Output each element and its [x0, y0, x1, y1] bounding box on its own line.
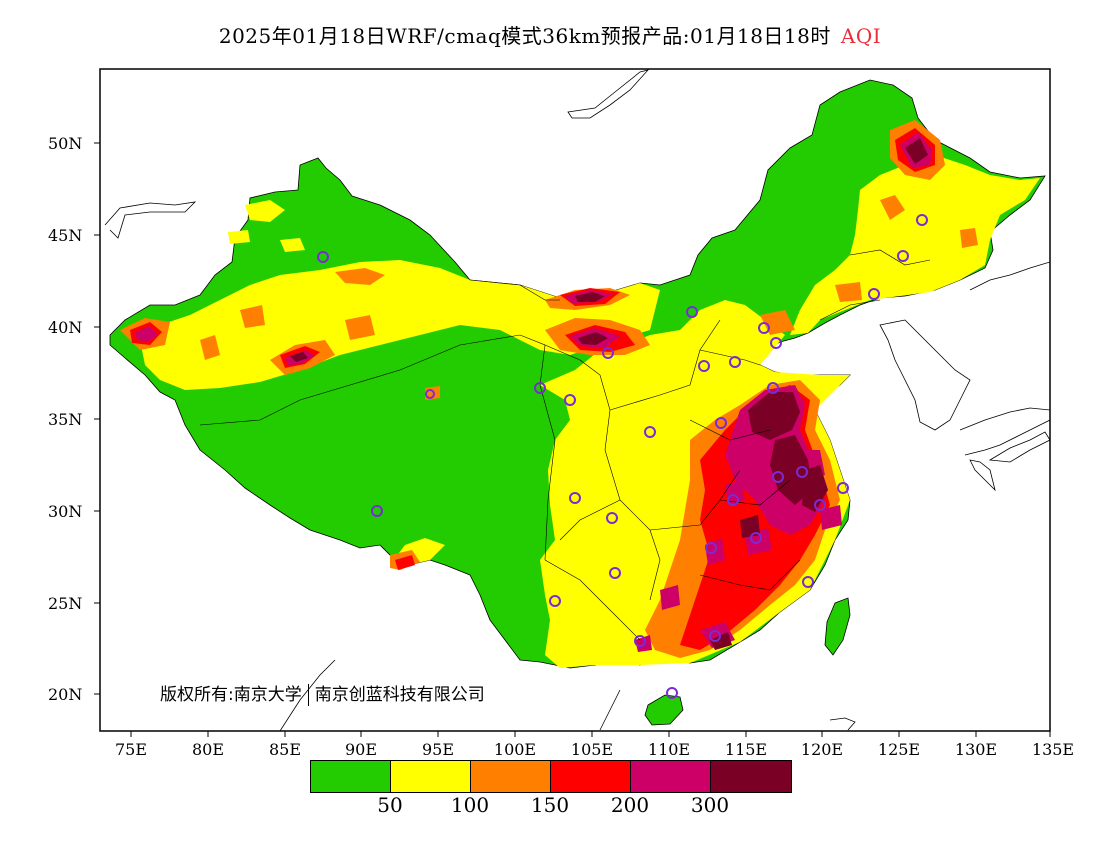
lat-label-25n: 25N — [48, 594, 83, 613]
legend-swatch-hazardous — [711, 761, 791, 792]
legend-label-100: 100 — [450, 793, 490, 817]
lon-label-115e: 115E — [724, 740, 768, 759]
lon-label-90e: 90E — [344, 740, 378, 759]
lon-label-135e: 135E — [1031, 740, 1075, 759]
plot-frame — [99, 68, 1051, 732]
legend-label-300: 300 — [690, 793, 730, 817]
station-markers — [317, 214, 928, 699]
map-title-variable: AQI — [840, 24, 882, 48]
legend-label-150: 150 — [530, 793, 570, 817]
province-boundaries — [199, 249, 931, 641]
lon-label-95e: 95E — [421, 740, 455, 759]
legend-swatch-moderate — [391, 761, 471, 792]
aqi-legend-bar — [310, 760, 792, 793]
lon-label-75e: 75E — [114, 740, 148, 759]
lon-label-100e: 100E — [493, 740, 537, 759]
copyright-separator — [307, 684, 309, 706]
lat-label-35n: 35N — [48, 410, 83, 429]
legend-swatch-very-unhealthy — [631, 761, 711, 792]
lat-label-40n: 40N — [48, 318, 83, 337]
copyright-left: 版权所有:南京大学 — [160, 685, 302, 705]
neighbor-coastlines — [104, 69, 1050, 731]
map-title-main: 2025年01月18日WRF/cmaq模式36km预报产品:01月18日18时 — [218, 24, 831, 48]
legend-label-50: 50 — [377, 793, 403, 817]
lon-label-110e: 110E — [647, 740, 691, 759]
lon-label-105e: 105E — [570, 740, 614, 759]
lat-label-30n: 30N — [48, 502, 83, 521]
legend-swatch-unhealthy-sensitive — [471, 761, 551, 792]
lat-label-20n: 20N — [48, 685, 83, 704]
legend-label-200: 200 — [610, 793, 650, 817]
lon-label-120e: 120E — [800, 740, 844, 759]
lon-label-85e: 85E — [268, 740, 302, 759]
lat-label-50n: 50N — [48, 134, 83, 153]
lon-label-80e: 80E — [191, 740, 225, 759]
lat-label-45n: 45N — [48, 226, 83, 245]
lon-label-125e: 125E — [877, 740, 921, 759]
copyright-right: 南京创蓝科技有限公司 — [314, 685, 485, 705]
axis-ticks — [94, 142, 1051, 737]
legend-swatch-unhealthy — [551, 761, 631, 792]
legend-swatch-good — [311, 761, 391, 792]
copyright-note: 版权所有:南京大学 南京创蓝科技有限公司 — [160, 680, 485, 706]
taiwan-island — [824, 597, 851, 656]
map-title: 2025年01月18日WRF/cmaq模式36km预报产品:01月18日18时 A… — [0, 20, 1100, 49]
lon-label-130e: 130E — [954, 740, 998, 759]
